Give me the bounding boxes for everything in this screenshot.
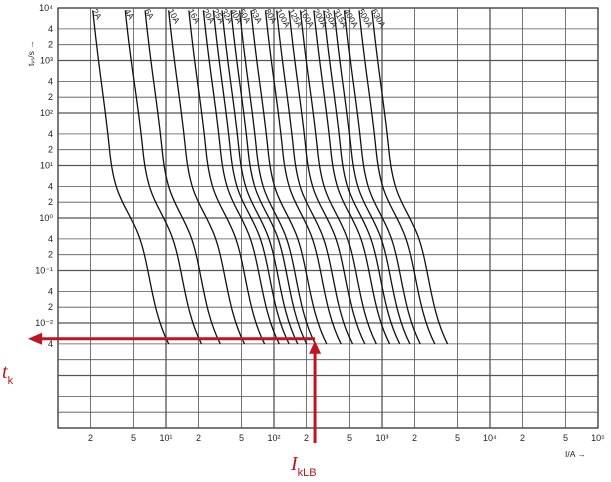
curve-label-63A: 63A xyxy=(248,7,264,25)
x-tick-label: 2 xyxy=(520,433,525,443)
x-tick-label: 2 xyxy=(412,433,417,443)
curve-label-10A: 10A xyxy=(166,7,182,25)
x-tick-label: 5 xyxy=(131,433,136,443)
curve-6A xyxy=(144,10,221,345)
curve-4A xyxy=(124,10,203,345)
curves xyxy=(92,10,449,345)
y-tick-label: 4 xyxy=(48,339,53,349)
curve-400A xyxy=(343,10,421,345)
x-tick-label: 2 xyxy=(196,433,201,443)
curve-10A xyxy=(168,10,246,345)
curve-label-6A: 6A xyxy=(142,7,156,21)
y-tick-label: 2 xyxy=(48,250,53,260)
curve-labels: 2A 4A 6A 10A 16A20A25A32A40A50A63A80A100A125… xyxy=(90,7,388,30)
x-tick-label: 5 xyxy=(239,433,244,443)
x-tick-label: 5 xyxy=(347,433,352,443)
curve-315A xyxy=(333,10,411,345)
ikLB-arrow-head xyxy=(309,340,322,354)
curve-160A xyxy=(299,10,377,345)
y-tick-label: 4 xyxy=(48,24,53,34)
tk-label-main: t xyxy=(2,361,8,383)
y-tick-label: 10⁻¹ xyxy=(35,266,53,276)
y-tick-label: 4 xyxy=(48,286,53,296)
curve-250A xyxy=(323,10,401,345)
x-axis-title: I/A → xyxy=(565,449,586,459)
curve-32A xyxy=(221,10,299,345)
annotation: tk IkLB xyxy=(2,332,322,479)
y-tick-label: 10² xyxy=(40,108,53,118)
tk-label-sub: k xyxy=(8,375,14,387)
curve-20A xyxy=(202,10,280,345)
y-tick-label: 4 xyxy=(48,129,53,139)
curve-63A xyxy=(250,10,328,345)
curve-40A xyxy=(230,10,308,345)
y-tick-label: 2 xyxy=(48,302,53,312)
y-tick-label: 2 xyxy=(48,197,53,207)
x-tick-labels: 2 5 10¹ 2 5 10² 2 5 10³ 2 5 10⁴ 2 5 10⁵ xyxy=(88,433,605,443)
y-tick-label: 10¹ xyxy=(40,161,53,171)
tk-label: tk xyxy=(2,361,14,387)
curve-2A xyxy=(92,10,170,345)
y-tick-label: 2 xyxy=(48,92,53,102)
x-tick-label: 5 xyxy=(455,433,460,443)
y-tick-label: 10⁴ xyxy=(39,3,53,13)
y-tick-label: 4 xyxy=(48,234,53,244)
y-tick-label: 10⁰ xyxy=(39,213,53,223)
y-tick-label: 10³ xyxy=(40,56,53,66)
y-axis-title: tᵥₛ/s → xyxy=(26,40,36,66)
y-tick-label: 2 xyxy=(48,40,53,50)
curve-16A xyxy=(188,10,266,345)
curve-label-16A: 16A xyxy=(186,7,202,25)
curve-label-2A: 2A xyxy=(90,7,104,21)
x-tick-label: 10² xyxy=(267,433,280,443)
tk-arrow-head xyxy=(28,332,42,345)
x-tick-label: 2 xyxy=(88,433,93,443)
curve-50A xyxy=(238,10,316,345)
y-tick-label: 2 xyxy=(48,145,53,155)
ikLB-label: IkLB xyxy=(290,453,317,479)
grid xyxy=(57,7,599,429)
ikLB-label-main: I xyxy=(290,453,299,475)
x-tick-label: 2 xyxy=(304,433,309,443)
ikLB-label-sub: kLB xyxy=(298,467,317,479)
y-tick-label: 10⁻² xyxy=(35,318,53,328)
curve-200A xyxy=(313,10,391,345)
y-tick-labels: 10⁴ 4 2 10³ 4 2 10² 4 2 10¹ 4 2 10⁰ 4 2 10⁻¹ 4 2 10⁻² 4 xyxy=(35,3,53,349)
x-tick-label: 10¹ xyxy=(159,433,172,443)
y-tick-label: 4 xyxy=(48,181,53,191)
curve-125A xyxy=(288,10,366,345)
curve-100A xyxy=(276,10,354,345)
x-tick-label: 5 xyxy=(563,433,568,443)
curve-label-4A: 4A xyxy=(123,7,137,21)
x-tick-label: 10⁴ xyxy=(483,433,497,443)
curve-80A xyxy=(264,10,342,345)
curve-25A xyxy=(212,10,290,345)
y-tick-label: 4 xyxy=(48,76,53,86)
curve-630A xyxy=(371,10,449,345)
x-tick-label: 10³ xyxy=(375,433,388,443)
x-tick-label: 10⁵ xyxy=(591,433,605,443)
curve-500A xyxy=(358,10,436,345)
